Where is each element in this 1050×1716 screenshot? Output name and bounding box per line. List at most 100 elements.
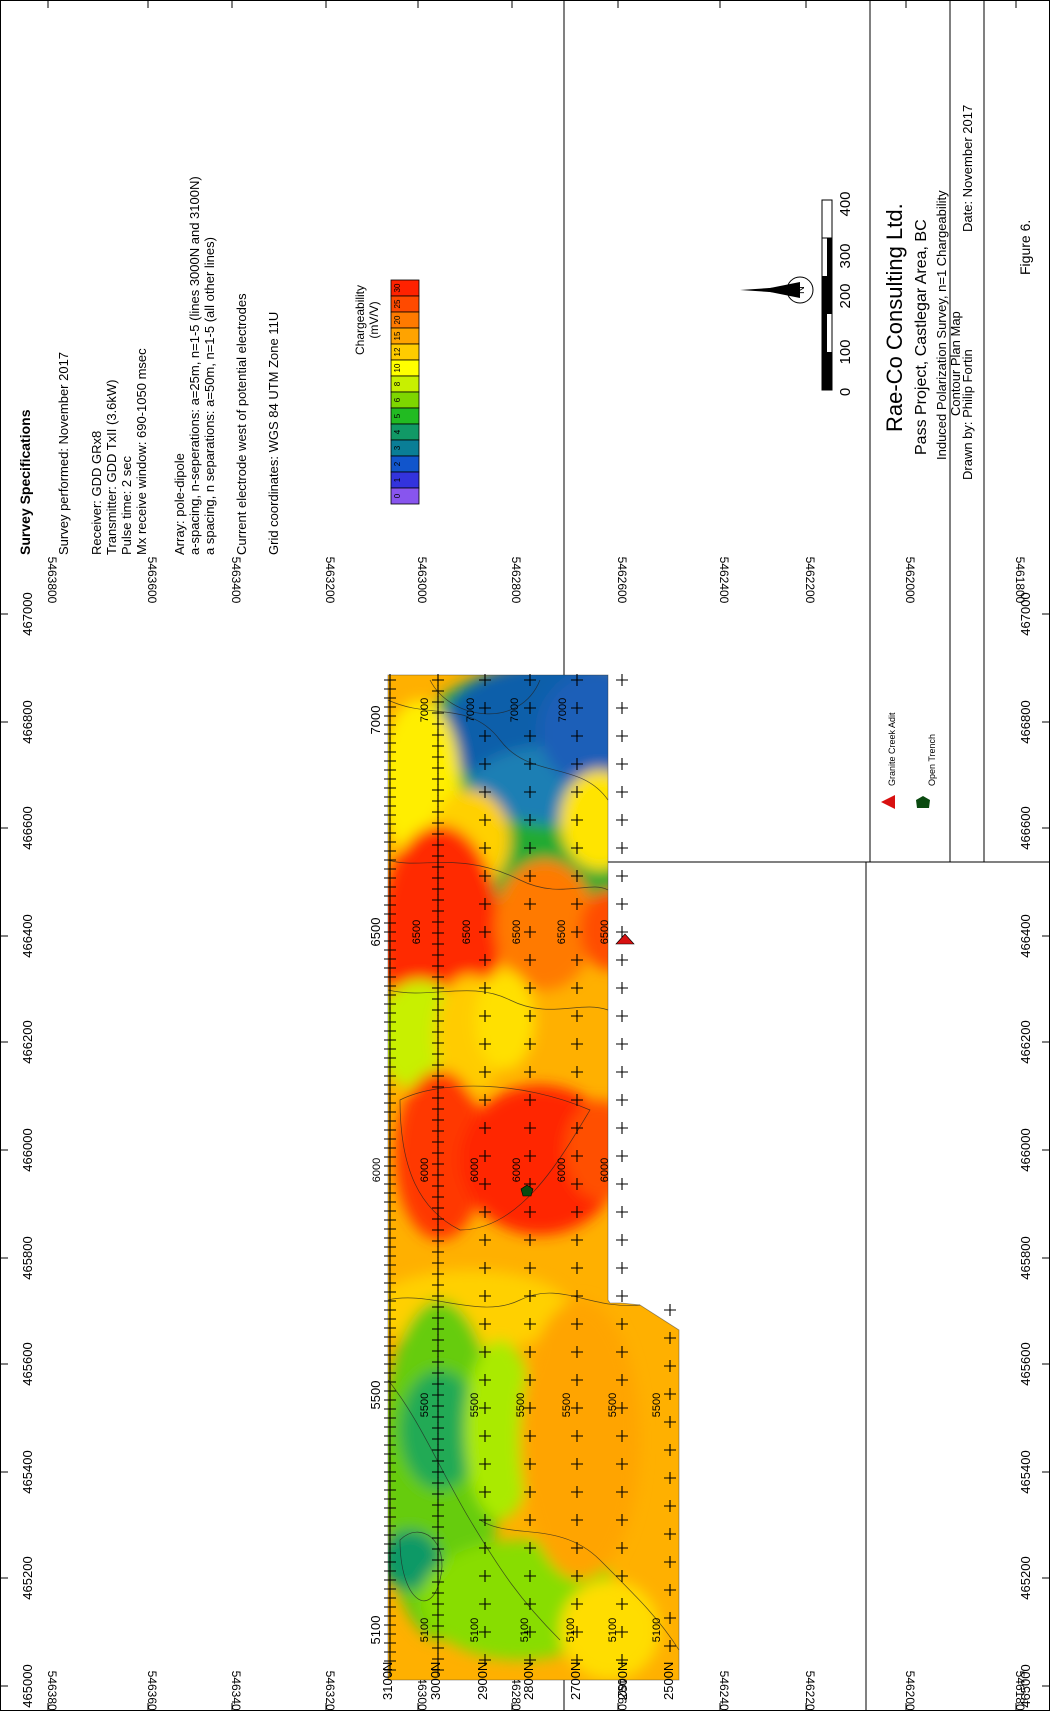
easting-label: 465600 (1018, 1342, 1033, 1385)
station-marker (616, 954, 628, 966)
contour-label: 5500 (561, 1393, 573, 1417)
station-marker (616, 1066, 628, 1078)
easting-labels-left: 465000 465200 465400 465600 465800 46600… (20, 592, 35, 1707)
drawn-by: Drawn by: Philip Fortin (960, 349, 975, 480)
legend-level-label: 5 (393, 413, 402, 418)
northing-label: 5462400 (717, 1671, 731, 1711)
spec-spacing-2: a spacing, n separations: a=50m, n=1-5 (… (202, 237, 217, 555)
station-label: 5500 (368, 1381, 383, 1410)
legend-level-label: 6 (393, 397, 402, 402)
station-marker (616, 702, 628, 714)
contour-label: 6000 (556, 1158, 568, 1182)
station-marker (616, 982, 628, 994)
station-marker (616, 842, 628, 854)
station-marker (616, 1094, 628, 1106)
svg-text:N: N (795, 286, 807, 294)
scale-tick-400: 400 (837, 191, 854, 216)
line-label-2500n: 2500N (661, 1662, 676, 1700)
figure-number: Figure 6. (1017, 220, 1033, 275)
contour-label: 6500 (511, 920, 523, 944)
map-date: Date: November 2017 (960, 105, 975, 232)
legend-level-label: 12 (393, 347, 402, 356)
contour-label: 5100 (419, 1618, 431, 1642)
line-label-3000n: 3000N (428, 1662, 443, 1700)
contour-label: 6500 (461, 920, 473, 944)
line-label-2800n: 2800N (521, 1662, 536, 1700)
spec-spacing-1: a-spacing, n-seperations: a=25m, n=1-5 (… (187, 176, 202, 555)
northing-label: 5462200 (803, 1671, 817, 1711)
northing-label: 5463600 (145, 1671, 159, 1711)
scale-tick-100: 100 (837, 339, 854, 364)
spec-receiver: Receiver: GDD GRx8 (89, 431, 104, 555)
line-label-2700n: 2700N (568, 1662, 583, 1700)
station-marker (616, 1234, 628, 1246)
station-marker (616, 1262, 628, 1274)
chargeability-legend: Chargeability (mV/V) 3025201512108654321… (353, 280, 419, 504)
easting-label: 466200 (20, 1020, 35, 1063)
spec-pulse-time: Pulse time: 2 sec (119, 456, 134, 555)
contour-label: 6000 (419, 1158, 431, 1182)
station-marker (616, 758, 628, 770)
spec-array: Array: pole-dipole (172, 453, 187, 555)
easting-label: 465400 (1018, 1450, 1033, 1493)
contour-label: 5100 (607, 1618, 619, 1642)
contour-label: 6000 (469, 1158, 481, 1182)
legend-level-label: 1 (393, 477, 402, 482)
contour-label: 6000 (599, 1158, 611, 1182)
easting-label: 465000 (20, 1664, 35, 1707)
station-marker (616, 674, 628, 686)
northing-label: 5462400 (717, 557, 731, 604)
northing-label: 5463800 (45, 1671, 59, 1711)
legend-level-label: 0 (393, 493, 402, 498)
station-label: 6500 (368, 918, 383, 947)
northing-label: 5463200 (323, 557, 337, 604)
station-marker (616, 1122, 628, 1134)
spec-grid-coords: Grid coordinates: WGS 84 UTM Zone 11U (266, 312, 281, 555)
specifications-heading: Survey Specifications (17, 409, 33, 555)
northing-label: 5462600 (615, 557, 629, 604)
legend-level-label: 2 (393, 461, 402, 466)
contour-label: 7000 (557, 698, 569, 722)
easting-label: 466800 (1018, 700, 1033, 743)
legend-level-label: 15 (393, 331, 402, 340)
northing-label: 5463200 (323, 1671, 337, 1711)
easting-label: 466800 (20, 700, 35, 743)
legend-level-label: 25 (393, 299, 402, 308)
contour-label: 6500 (556, 920, 568, 944)
legend-level-label: 20 (393, 315, 402, 324)
scale-tick-200: 200 (837, 283, 854, 308)
station-marker (616, 1178, 628, 1190)
scale-bar: 0 100 200 300 400 (822, 191, 854, 396)
station-marker (616, 786, 628, 798)
legend-level-label: 4 (393, 429, 402, 434)
project-name: Pass Project, Castlegar Area, BC (913, 219, 930, 455)
contour-label: 5500 (469, 1393, 481, 1417)
easting-label: 466000 (20, 1128, 35, 1171)
contour-label: 6500 (599, 920, 611, 944)
easting-label: 466600 (20, 806, 35, 849)
spec-transmitter: Transmitter: GDD TxII (3.6kW) (104, 379, 119, 555)
easting-label: 466200 (1018, 1020, 1033, 1063)
station-marker (616, 1206, 628, 1218)
contour-label: 5500 (651, 1393, 663, 1417)
easting-label: 465200 (1018, 1556, 1033, 1599)
trench-legend-icon (916, 796, 930, 808)
spec-performed: Survey performed: November 2017 (56, 352, 71, 555)
station-marker (616, 1150, 628, 1162)
station-marker (616, 730, 628, 742)
legend-level-label: 8 (393, 381, 402, 386)
easting-label: 466400 (20, 914, 35, 957)
northing-labels-middle: 5463800 5463600 5463400 5463200 5463000 … (45, 557, 1027, 604)
survey-title: Induced Polarization Survey, n=1 Chargea… (934, 190, 949, 460)
line-label-2900n: 2900N (475, 1662, 490, 1700)
station-label: 7000 (368, 706, 383, 735)
easting-label: 465800 (20, 1236, 35, 1279)
easting-label: 465200 (20, 1556, 35, 1599)
adit-legend-icon (881, 795, 895, 809)
spec-current-electrode: Current electrode west of potential elec… (234, 293, 249, 555)
contour-label: 6000 (371, 1158, 383, 1182)
northing-label: 5461800 (1013, 1671, 1027, 1711)
scale-tick-0: 0 (837, 388, 854, 396)
granite-creek-adit-marker (616, 934, 634, 944)
